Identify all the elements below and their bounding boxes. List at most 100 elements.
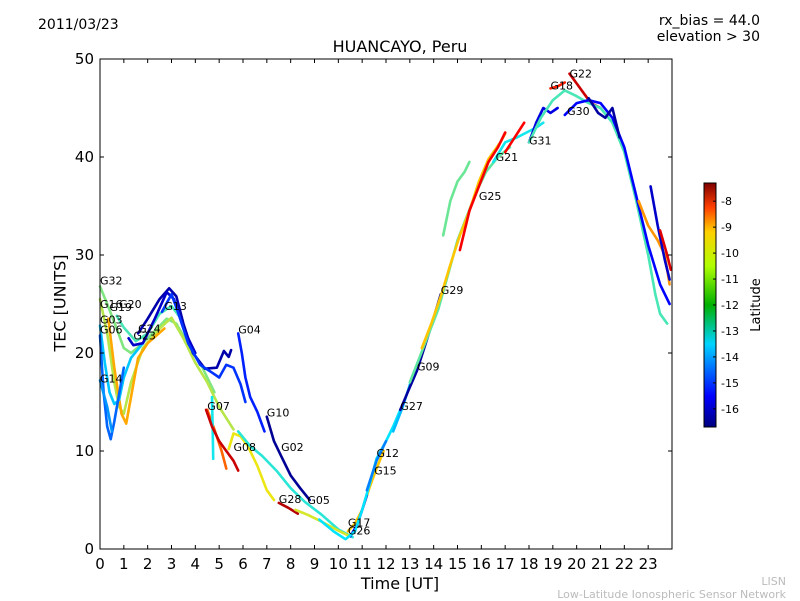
trace-g30c [587, 96, 621, 139]
colorbar-tick-label: -8 [721, 195, 732, 208]
trace-g08 [204, 408, 240, 472]
elevation-label: elevation > 30 [656, 29, 760, 45]
colorbar-tick-label: -11 [721, 273, 739, 286]
satellite-label-g10: G10 [267, 407, 290, 420]
satellite-label-g24: G24 [138, 322, 161, 335]
x-tick-label: 0 [95, 555, 105, 573]
trace-g28 [277, 501, 300, 515]
satellite-label-g25: G25 [479, 190, 502, 203]
trace-g29 [420, 132, 507, 350]
colorbar-tick-label: -12 [721, 299, 739, 312]
satellite-label-g26: G26 [348, 524, 371, 537]
x-tick-label: 5 [214, 555, 224, 573]
satellite-label-g32: G32 [100, 274, 123, 287]
satellite-label-g12: G12 [377, 447, 400, 460]
satellite-label-g14: G14 [100, 372, 123, 385]
x-axis-label: Time [UT] [360, 574, 440, 593]
trace-g02 [236, 430, 354, 539]
colorbar-tick-label: -13 [721, 325, 739, 338]
colorbar-tick-label: -15 [721, 377, 739, 390]
y-tick-label: 30 [75, 246, 94, 264]
satellite-label-g03: G03 [100, 314, 123, 327]
x-tick-label: 20 [567, 555, 586, 573]
trace-g08b [227, 432, 276, 502]
colorbar-ticks: -8 -9 -10 -11 -12 -13 -14 -15 -16 [713, 195, 739, 416]
x-tick-label: 22 [615, 555, 634, 573]
trace-g22c [649, 185, 671, 281]
satellite-label-g21: G21 [496, 151, 519, 164]
satellite-label-g22: G22 [570, 68, 593, 81]
satellite-label-g31: G31 [529, 134, 552, 147]
x-tick-label: 19 [543, 555, 562, 573]
colorbar-tick-label: -9 [721, 221, 732, 234]
x-tick-label: 7 [262, 555, 272, 573]
colorbar-tick-label: -14 [721, 351, 739, 364]
rx-bias-label: rx_bias = 44.0 [658, 13, 760, 29]
trace-g07b [210, 395, 215, 461]
colorbar-tick-label: -16 [721, 403, 739, 416]
y-tick-label: 10 [75, 442, 94, 460]
series-layer [98, 72, 673, 541]
trace-g31 [527, 106, 559, 144]
satellite-label-g16: G16 [100, 298, 123, 311]
x-ticks: 0 1 2 3 4 5 6 7 8 9 10 11 12 13 14 15 16 17 18 19 20 21 22 23 [95, 59, 658, 573]
satellite-label-g15: G15 [374, 465, 397, 478]
satellite-label-g05: G05 [307, 494, 330, 507]
x-tick-label: 23 [639, 555, 658, 573]
x-tick-label: 18 [519, 555, 538, 573]
x-tick-label: 4 [191, 555, 201, 573]
trace-g13 [160, 292, 247, 404]
footer-lisn: LISN [761, 575, 786, 588]
satellite-label-g04: G04 [238, 323, 261, 336]
x-tick-label: 12 [376, 555, 395, 573]
x-tick-label: 16 [472, 555, 491, 573]
trace-g18 [549, 81, 567, 90]
y-ticks: 0 10 20 30 40 50 [75, 50, 672, 558]
x-tick-label: 1 [119, 555, 129, 573]
x-tick-label: 11 [353, 555, 372, 573]
trace-g25 [441, 160, 471, 237]
chart-title: HUANCAYO, Peru [332, 37, 468, 56]
satellite-label-g30: G30 [567, 105, 590, 118]
x-tick-label: 17 [496, 555, 515, 573]
satellite-label-g07: G07 [207, 400, 230, 413]
satellite-label-g06: G06 [100, 323, 123, 336]
trace-g30 [527, 89, 669, 325]
trace-g12 [365, 439, 388, 492]
x-tick-label: 9 [310, 555, 320, 573]
satellite-label-g20: G20 [119, 298, 142, 311]
date-label: 2011/03/23 [38, 17, 119, 33]
colorbar-tick-label: -10 [721, 247, 739, 260]
satellite-label-g19: G19 [110, 301, 133, 314]
x-tick-label: 8 [286, 555, 296, 573]
trace-g22d [658, 229, 673, 271]
trace-g16 [98, 297, 235, 431]
y-tick-label: 40 [75, 148, 94, 166]
trace-g10 [265, 415, 311, 502]
satellite-label-g23: G23 [133, 329, 156, 342]
x-tick-label: 10 [329, 555, 348, 573]
trace-g29b [458, 131, 507, 252]
satellite-label-g29: G29 [441, 284, 464, 297]
x-tick-label: 14 [424, 555, 443, 573]
satellite-label-g17: G17 [348, 517, 371, 530]
footer-network: Low-Latitude Ionospheric Sensor Network [557, 588, 786, 601]
y-tick-label: 20 [75, 344, 94, 362]
colorbar-label: Latitude [749, 278, 764, 332]
satellite-label-g27: G27 [400, 400, 423, 413]
satellite-label-g08: G08 [234, 441, 257, 454]
x-tick-label: 13 [400, 555, 419, 573]
y-tick-label: 0 [84, 540, 94, 558]
y-tick-label: 50 [75, 50, 94, 68]
satellite-label-g09: G09 [417, 361, 440, 374]
trace-g19 [107, 317, 166, 425]
trace-g21b [503, 121, 526, 154]
x-tick-label: 15 [448, 555, 467, 573]
x-tick-label: 6 [238, 555, 248, 573]
x-tick-label: 3 [167, 555, 177, 573]
x-tick-label: 21 [591, 555, 610, 573]
trace-g15 [318, 408, 402, 541]
trace-g09b [408, 145, 512, 384]
